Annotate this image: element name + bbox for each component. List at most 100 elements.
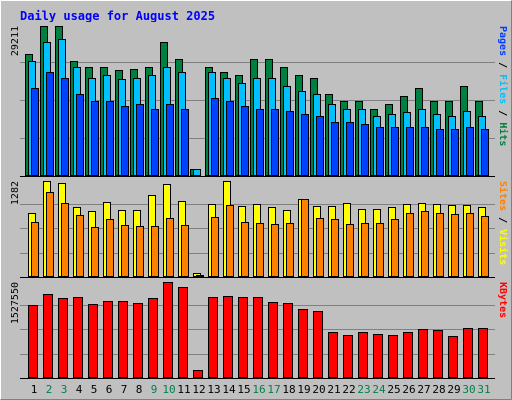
panel-hits-max-label: 29211 — [10, 26, 21, 56]
bar-sites-12 — [196, 275, 204, 277]
x-tick-label-14: 14 — [222, 383, 236, 396]
bar-pages-27 — [421, 127, 429, 176]
bar-kbytes-11 — [178, 287, 188, 378]
bar-sites-7 — [121, 225, 129, 277]
x-tick-label-23: 23 — [357, 383, 370, 396]
x-tick-label-21: 21 — [327, 383, 340, 396]
bar-sites-2 — [46, 192, 54, 277]
chart-title: Daily usage for August 2025 — [20, 9, 215, 23]
bar-pages-8 — [136, 104, 144, 176]
ylabel-part-visits: Visits — [497, 229, 509, 265]
bar-kbytes-2 — [43, 294, 53, 378]
bar-kbytes-31 — [478, 328, 488, 378]
series-pages — [31, 72, 489, 176]
bar-sites-27 — [421, 211, 429, 277]
bar-kbytes-10 — [163, 282, 173, 378]
x-tick-label-3: 3 — [61, 383, 68, 396]
ylabel-part-kbytes: KBytes — [497, 282, 508, 318]
bar-pages-23 — [361, 124, 369, 176]
bar-kbytes-13 — [208, 297, 218, 378]
bar-sites-24 — [376, 223, 384, 277]
ylabel-separator: / — [497, 211, 508, 229]
bar-kbytes-15 — [238, 297, 248, 378]
bar-kbytes-23 — [358, 332, 368, 378]
x-tick-label-15: 15 — [237, 383, 250, 396]
bar-sites-23 — [361, 223, 369, 277]
bar-sites-29 — [451, 214, 459, 277]
bar-kbytes-28 — [433, 330, 443, 378]
x-tick-label-26: 26 — [402, 383, 415, 396]
x-tick-label-24: 24 — [372, 383, 386, 396]
bar-sites-9 — [151, 226, 159, 277]
bar-kbytes-19 — [298, 309, 308, 378]
bar-sites-25 — [391, 219, 399, 277]
bar-kbytes-5 — [88, 304, 98, 378]
bar-sites-20 — [316, 218, 324, 277]
bar-files-12 — [193, 169, 201, 176]
bar-pages-4 — [76, 94, 84, 176]
x-tick-label-5: 5 — [91, 383, 98, 396]
bar-kbytes-29 — [448, 336, 458, 378]
bar-kbytes-24 — [373, 334, 383, 378]
x-tick-label-8: 8 — [136, 383, 143, 396]
bar-kbytes-16 — [253, 297, 263, 378]
x-tick-label-6: 6 — [106, 383, 113, 396]
bar-sites-13 — [211, 217, 219, 277]
x-tick-label-2: 2 — [46, 383, 53, 396]
bar-pages-21 — [331, 122, 339, 176]
x-tick-label-22: 22 — [342, 383, 355, 396]
bar-pages-15 — [241, 106, 249, 176]
series-kbytes — [28, 282, 488, 378]
x-tick-label-29: 29 — [447, 383, 460, 396]
x-tick-label-17: 17 — [267, 383, 280, 396]
x-tick-label-31: 31 — [477, 383, 490, 396]
x-tick-label-4: 4 — [76, 383, 83, 396]
bar-sites-4 — [76, 215, 84, 277]
bar-pages-1 — [31, 88, 39, 176]
bar-pages-6 — [106, 101, 114, 176]
x-tick-label-20: 20 — [312, 383, 325, 396]
bar-sites-6 — [106, 219, 114, 277]
bar-sites-17 — [271, 224, 279, 277]
bar-pages-14 — [226, 101, 234, 176]
bar-pages-31 — [481, 129, 489, 176]
bar-sites-10 — [166, 218, 174, 277]
panel-visits: 1282 Sites / Visits — [10, 177, 509, 279]
bar-pages-16 — [256, 109, 264, 176]
x-tick-label-11: 11 — [177, 383, 190, 396]
bar-pages-26 — [406, 127, 414, 176]
bar-pages-18 — [286, 111, 294, 176]
bar-sites-21 — [331, 219, 339, 277]
bar-sites-11 — [181, 225, 189, 277]
bar-kbytes-17 — [268, 302, 278, 378]
bar-pages-30 — [466, 127, 474, 176]
x-tick-label-25: 25 — [387, 383, 400, 396]
bar-sites-8 — [136, 226, 144, 277]
bar-sites-31 — [481, 216, 489, 277]
bar-kbytes-7 — [118, 301, 128, 378]
series-sites — [31, 192, 489, 277]
ylabel-part-files: Files — [497, 74, 509, 104]
bar-kbytes-6 — [103, 301, 113, 378]
bar-kbytes-22 — [343, 335, 353, 378]
bar-kbytes-1 — [28, 305, 38, 378]
bar-kbytes-26 — [403, 332, 413, 378]
bar-pages-5 — [91, 101, 99, 176]
bar-sites-3 — [61, 203, 69, 277]
bar-kbytes-20 — [313, 311, 323, 378]
bar-kbytes-27 — [418, 329, 428, 378]
bar-pages-20 — [316, 116, 324, 176]
x-tick-label-9: 9 — [151, 383, 158, 396]
bar-sites-5 — [91, 227, 99, 277]
x-tick-label-10: 10 — [162, 383, 175, 396]
bar-sites-15 — [241, 222, 249, 277]
panel-kbytes: 1527550 KBytes — [10, 278, 508, 380]
bar-pages-25 — [391, 127, 399, 176]
panel-kbytes-max-label: 1527550 — [10, 282, 21, 324]
bar-kbytes-30 — [463, 328, 473, 378]
bar-pages-22 — [346, 122, 354, 176]
bar-pages-10 — [166, 104, 174, 176]
ylabel-separator: / — [497, 104, 508, 122]
bar-pages-29 — [451, 129, 459, 176]
panel-hits-ylabel: Pages / Files / Hits — [497, 26, 509, 146]
